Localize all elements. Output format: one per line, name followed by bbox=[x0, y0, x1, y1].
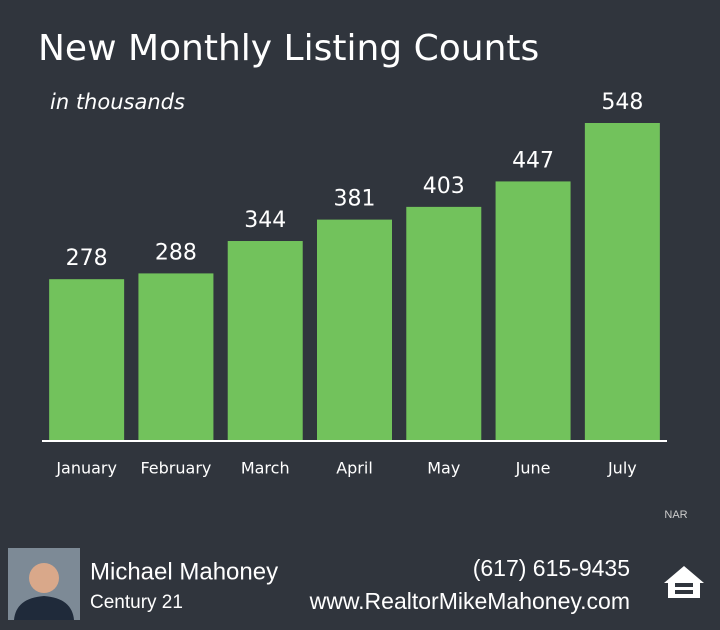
agent-company: Century 21 bbox=[90, 592, 183, 613]
agent-phone: (617) 615-9435 bbox=[473, 555, 630, 581]
data-label: 548 bbox=[601, 90, 643, 115]
source: NAR bbox=[664, 509, 687, 521]
data-label: 278 bbox=[66, 246, 108, 271]
data-label: 288 bbox=[155, 240, 197, 265]
agent-website: www.RealtorMikeMahoney.com bbox=[309, 588, 630, 614]
data-label: 344 bbox=[244, 208, 286, 233]
chart-title: New Monthly Listing Counts bbox=[38, 28, 539, 69]
bar bbox=[584, 123, 660, 440]
bar bbox=[495, 181, 571, 441]
equal-housing-logo bbox=[664, 566, 704, 598]
chart-subtitle: in thousands bbox=[50, 90, 185, 114]
x-tick-label: March bbox=[241, 459, 290, 478]
bar bbox=[49, 279, 125, 440]
x-tick-label: January bbox=[55, 459, 117, 478]
x-tick-label: May bbox=[427, 459, 460, 478]
data-label: 381 bbox=[334, 187, 376, 212]
x-tick-label: April bbox=[336, 459, 373, 478]
agent-name: Michael Mahoney bbox=[90, 558, 278, 585]
data-label: 447 bbox=[512, 148, 554, 173]
bar bbox=[227, 241, 303, 440]
data-label: 403 bbox=[423, 174, 465, 199]
agent-photo bbox=[8, 548, 80, 620]
bar bbox=[406, 206, 482, 440]
bar bbox=[138, 273, 214, 440]
bar bbox=[317, 219, 392, 440]
x-tick-label: July bbox=[607, 459, 637, 478]
x-tick-label: June bbox=[515, 459, 551, 478]
x-tick-label: February bbox=[140, 459, 211, 478]
